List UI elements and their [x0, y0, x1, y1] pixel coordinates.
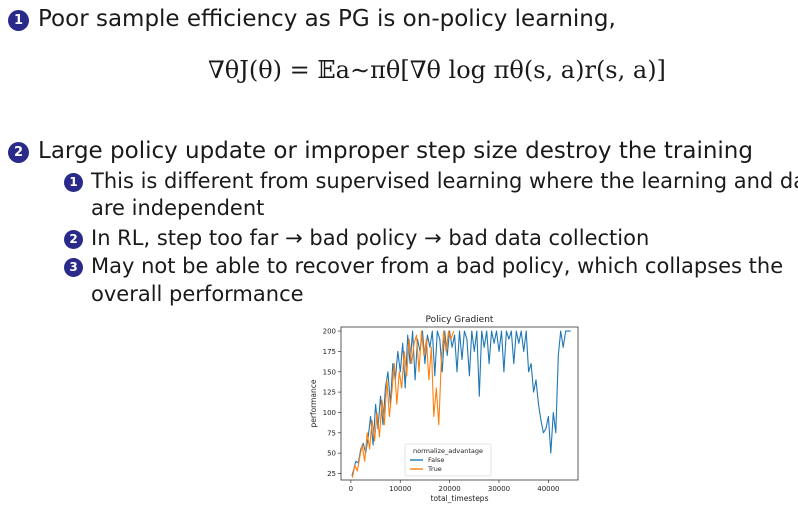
sub-bullet-3: 3 [64, 258, 83, 277]
x-tick-label: 20000 [438, 485, 460, 493]
formula-rhs: 𝔼a∼πθ[∇θ log πθ(s, a)r(s, a)] [317, 56, 666, 84]
plot-frame [340, 326, 579, 481]
y-tick-label: 125 [323, 389, 336, 397]
chart-title: Policy Gradient [426, 315, 494, 325]
policy-gradient-formula: ∇θJ(θ) = 𝔼a∼πθ[∇θ log πθ(s, a)r(s, a)] [208, 56, 666, 84]
formula-lhs: ∇θJ(θ) = [208, 56, 310, 84]
item-1-text: Poor sample efficiency as PG is on-polic… [38, 6, 616, 32]
sub-item-2-line1: In RL, step too far → bad policy → bad d… [91, 226, 650, 250]
item-2-text: Large policy update or improper step siz… [38, 138, 753, 164]
sub-item-3-line1: May not be able to recover from a bad po… [91, 254, 784, 278]
y-tick-label: 175 [323, 348, 336, 356]
policy-gradient-chart: Policy Gradient 25 50 75 100 125 150 175 200 0 100… [309, 315, 579, 503]
bullet-1: 1 [8, 10, 29, 31]
sub-item-1-line2: are independent [91, 196, 265, 220]
sub-item-1-line1: This is different from supervised learni… [91, 169, 798, 193]
x-tick-label: 0 [349, 485, 353, 493]
y-tick-label: 50 [327, 450, 336, 458]
legend-box [404, 443, 492, 477]
y-tick-label: 200 [323, 328, 336, 336]
y-tick-label: 25 [327, 470, 336, 478]
sub-bullet-2: 2 [64, 230, 83, 249]
y-tick-label: 150 [323, 368, 336, 376]
legend-label-false: False [428, 456, 444, 464]
sub-item-3-line2: overall performance [91, 282, 304, 306]
y-tick-label: 75 [327, 429, 336, 437]
x-tick-label: 30000 [488, 485, 510, 493]
y-axis-label: performance [309, 379, 318, 427]
x-tick-label: 40000 [537, 485, 559, 493]
sub-bullet-1: 1 [64, 173, 83, 192]
series-line-true [351, 330, 455, 478]
y-tick-label: 100 [323, 409, 336, 417]
series-line-false [351, 330, 571, 477]
bullet-2: 2 [8, 142, 29, 163]
legend-title: normalize_advantage [413, 447, 483, 455]
x-tick-label: 10000 [389, 485, 411, 493]
legend-label-true: True [427, 465, 442, 473]
x-axis-label: total_timesteps [431, 494, 489, 503]
